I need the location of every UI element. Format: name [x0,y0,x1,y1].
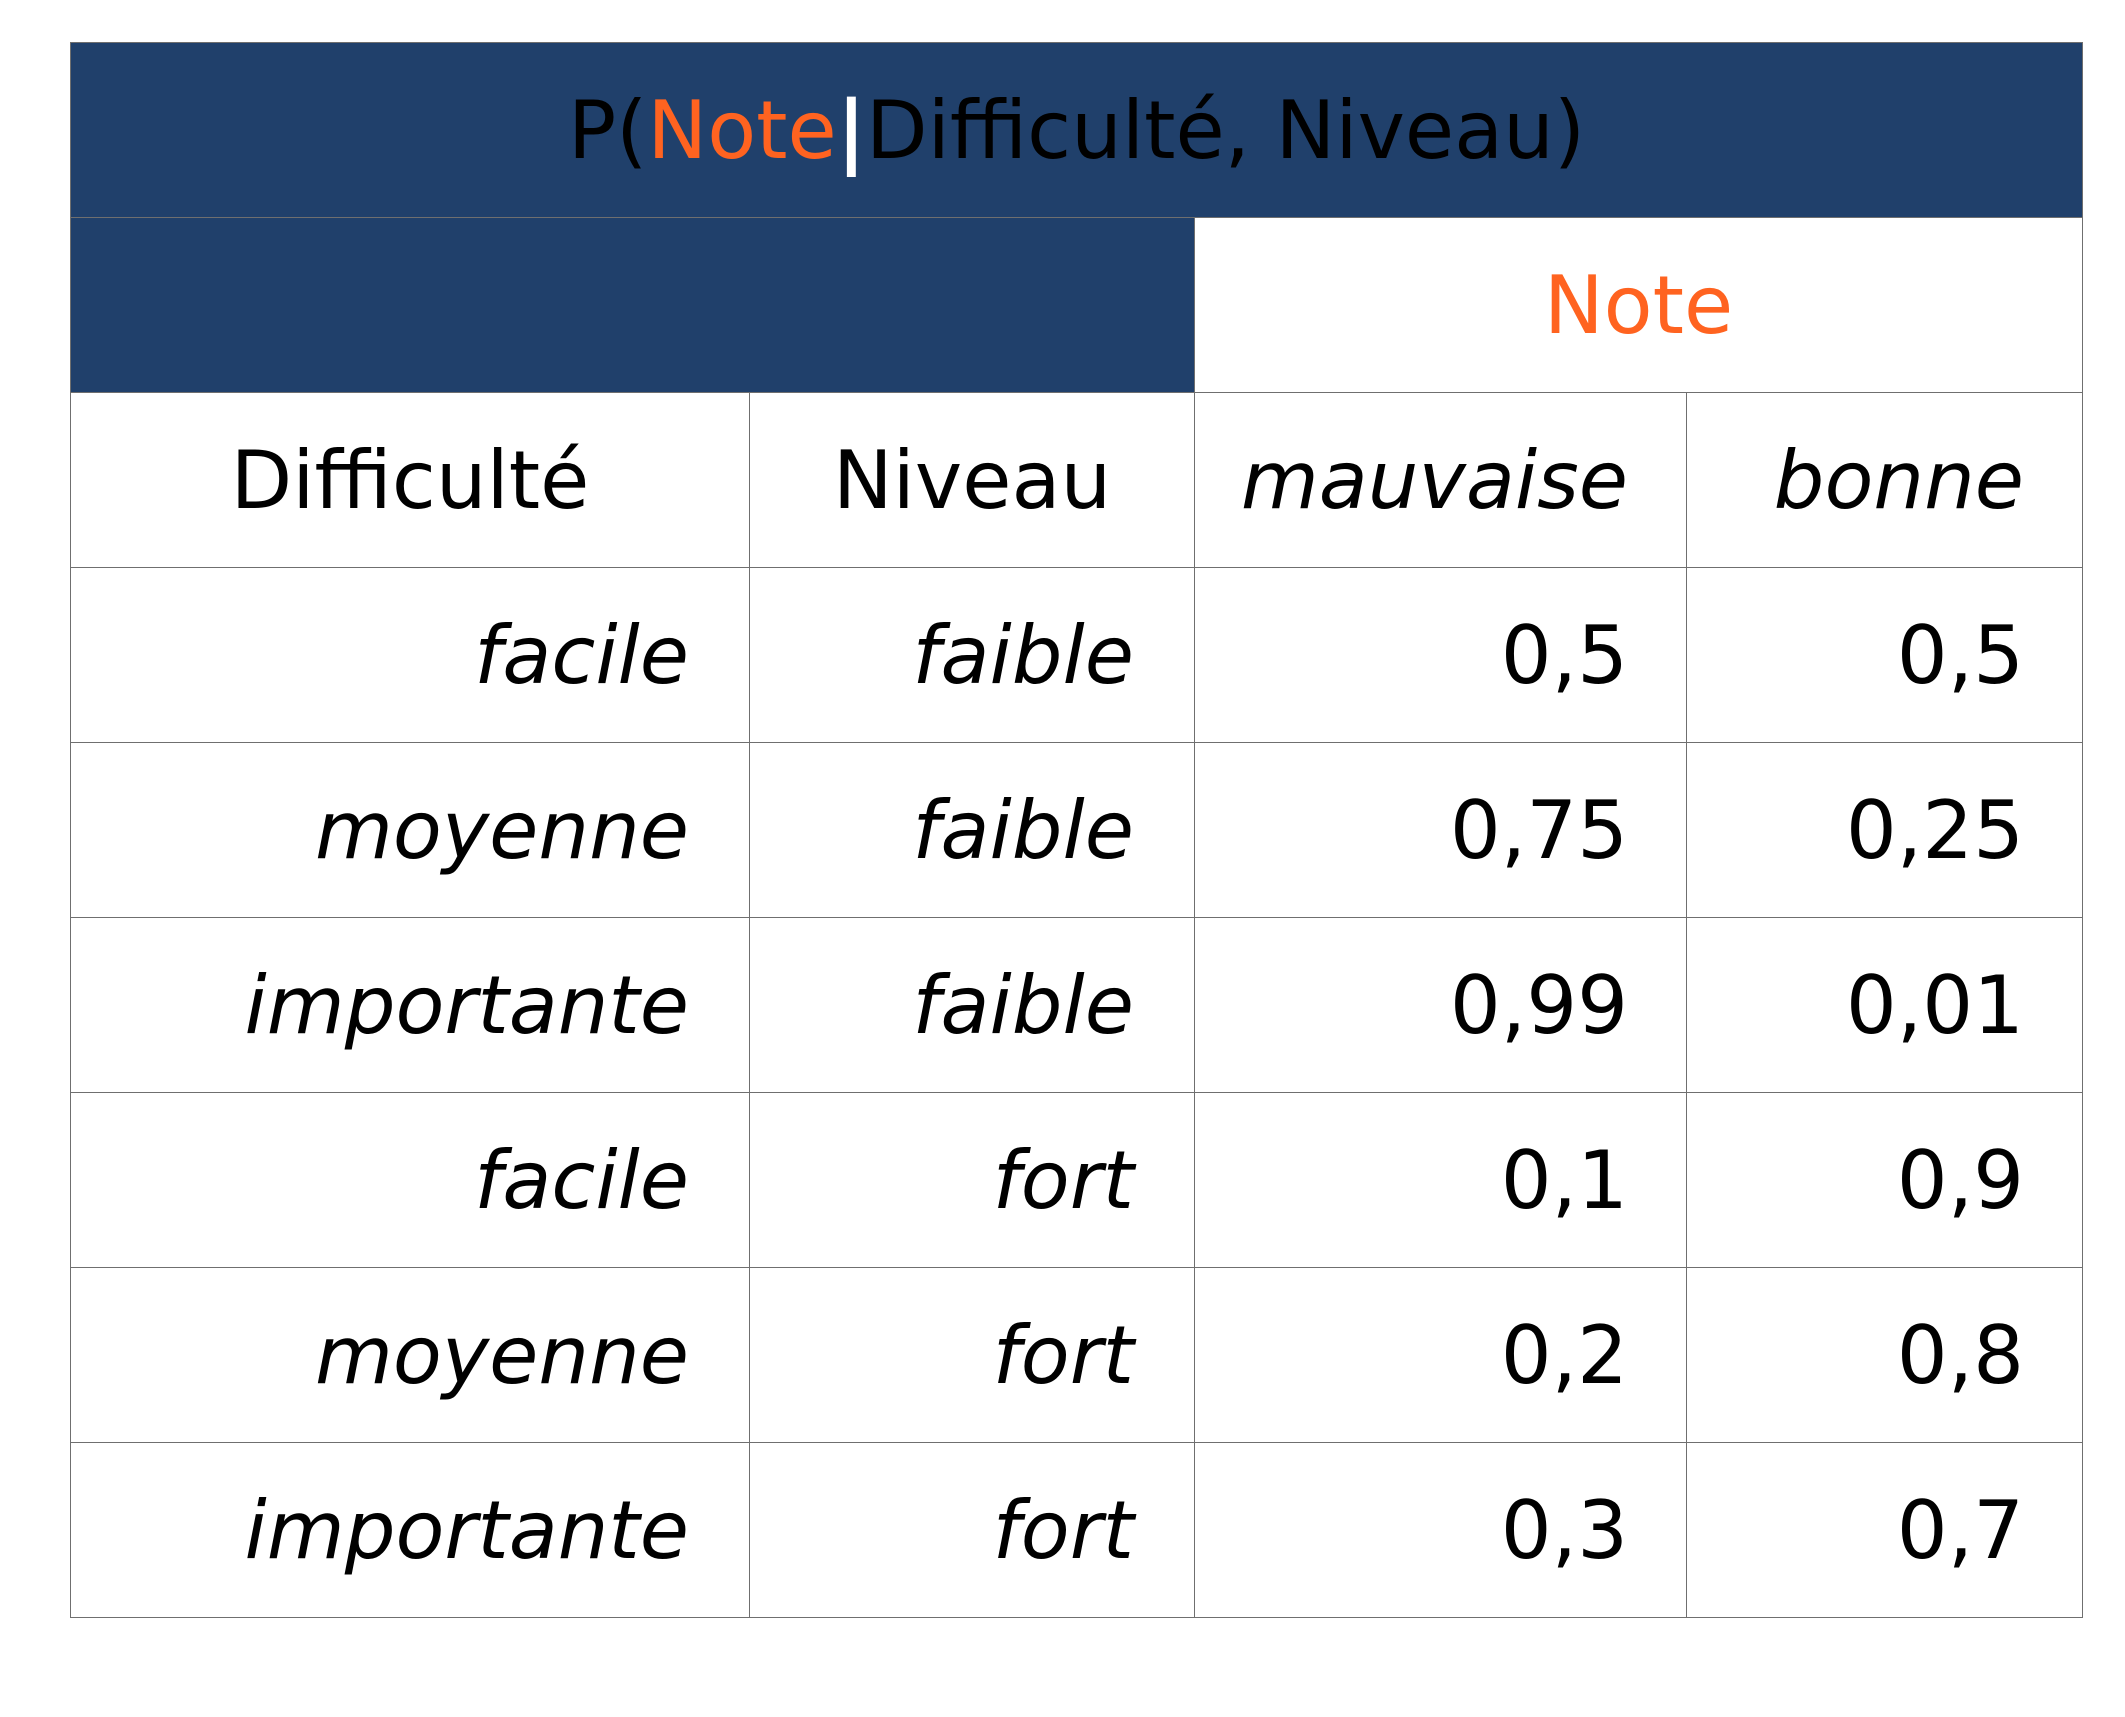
difficulte-cell: importante [70,1442,750,1618]
bonne-cell: 0,9 [1685,1092,2084,1268]
bonne-cell: 0,7 [1685,1442,2084,1618]
title-prefix: P( [567,83,648,177]
difficulte-cell: facile [70,1092,750,1268]
difficulte-cell: facile [70,567,750,743]
mauvaise-cell: 0,2 [1194,1267,1687,1443]
table-row: facile faible 0,5 0,5 [70,567,2084,743]
group-header-row: Note [70,217,2084,393]
bonne-cell: 0,5 [1685,567,2084,743]
mauvaise-cell: 0,3 [1194,1442,1687,1618]
bonne-cell: 0,8 [1685,1267,2084,1443]
column-header-difficulte: Difficulté [70,392,750,568]
niveau-cell: fort [749,1267,1195,1443]
bonne-cell: 0,25 [1685,742,2084,918]
table-row: moyenne fort 0,2 0,8 [70,1267,2084,1443]
table-row: importante faible 0,99 0,01 [70,917,2084,1093]
probability-table: P(Note|Difficulté, Niveau) Note Difficul… [69,42,2084,1618]
difficulte-cell: moyenne [70,1267,750,1443]
mauvaise-cell: 0,5 [1194,567,1687,743]
niveau-cell: faible [749,917,1195,1093]
mauvaise-cell: 0,1 [1194,1092,1687,1268]
bonne-cell: 0,01 [1685,917,2084,1093]
title-conditions: Difficulté, Niveau) [865,83,1586,177]
niveau-cell: faible [749,567,1195,743]
niveau-cell: faible [749,742,1195,918]
column-header-row: Difficulté Niveau mauvaise bonne [70,392,2084,568]
difficulte-cell: moyenne [70,742,750,918]
table-row: facile fort 0,1 0,9 [70,1092,2084,1268]
column-header-mauvaise: mauvaise [1194,392,1687,568]
column-header-niveau: Niveau [749,392,1195,568]
table-row: moyenne faible 0,75 0,25 [70,742,2084,918]
difficulte-cell: importante [70,917,750,1093]
niveau-cell: fort [749,1092,1195,1268]
mauvaise-cell: 0,99 [1194,917,1687,1093]
table-title: P(Note|Difficulté, Niveau) [69,42,2084,218]
title-row: P(Note|Difficulté, Niveau) [69,42,2084,218]
title-variable: Note [647,83,837,177]
table-row: importante fort 0,3 0,7 [70,1442,2084,1618]
note-group-header: Note [1193,217,2084,393]
niveau-cell: fort [749,1442,1195,1618]
mauvaise-cell: 0,75 [1194,742,1687,918]
column-header-bonne: bonne [1685,392,2084,568]
title-separator: | [836,83,866,177]
header-blank-cell [70,217,1195,393]
